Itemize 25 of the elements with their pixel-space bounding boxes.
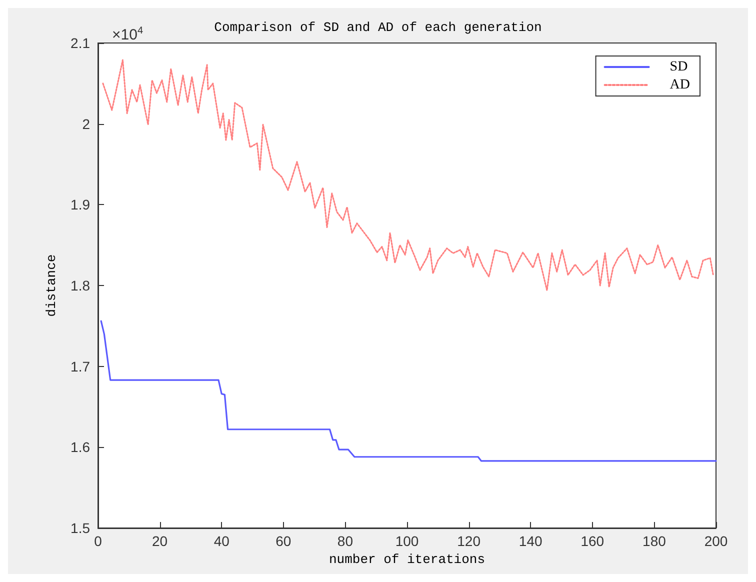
x-tick-label: 0 — [94, 533, 102, 549]
line-series — [100, 320, 717, 462]
legend-label: AD — [670, 78, 690, 92]
x-tick-label: 80 — [337, 533, 354, 549]
x-tick-label: 140 — [518, 533, 542, 549]
x-axis-title: number of iterations — [328, 552, 486, 567]
x-tick-label: 200 — [704, 533, 728, 549]
y-tick-label: 1.6 — [70, 439, 90, 456]
x-tick-label: 40 — [214, 533, 230, 549]
legend-label: SD — [670, 60, 688, 74]
y-tick-label: 2.1 — [70, 35, 90, 51]
y-tick-label: 1.7 — [70, 358, 90, 374]
x-tick-label: 60 — [276, 533, 292, 549]
y-tick-label: 2 — [82, 116, 90, 132]
x-tick-label: 120 — [457, 533, 481, 549]
y-tick-label: 1.9 — [70, 196, 90, 213]
x-tick-label: 100 — [395, 533, 419, 549]
line-series — [102, 59, 714, 292]
y-tick-label: 1.5 — [70, 520, 90, 536]
y-tick-label: 1.8 — [70, 278, 90, 294]
x-tick-label: 20 — [152, 533, 168, 549]
x-tick-label: 160 — [580, 533, 604, 549]
y-axis-title: distance — [44, 254, 59, 317]
chart-title: Comparison of SD and AD of each generation — [214, 20, 542, 35]
x-tick-label: 180 — [642, 533, 666, 549]
